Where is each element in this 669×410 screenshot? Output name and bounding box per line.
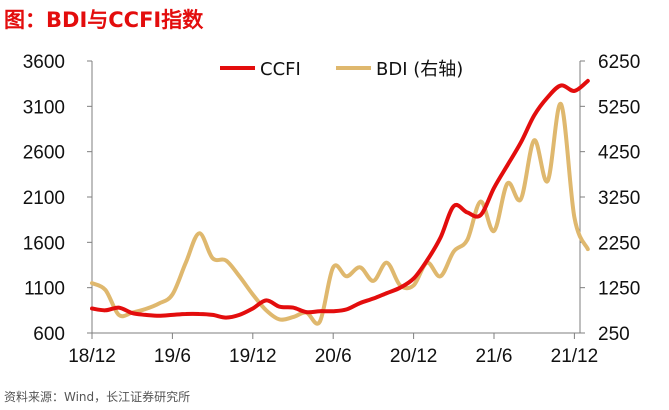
x-tick-label: 18/12: [68, 346, 116, 367]
chart-axes: [91, 61, 581, 334]
x-tick-label: 20/6: [315, 346, 352, 367]
right-tick-label: 5250: [598, 97, 640, 118]
legend-label-ccfi: CCFI: [260, 59, 301, 80]
x-tick-label: 20/12: [390, 346, 438, 367]
right-tick-label: 6250: [598, 52, 640, 73]
x-axis-ticks: 18/12 19/6 19/12 20/6 20/12 21/6 21/12: [68, 333, 598, 367]
right-tick-label: 250: [598, 324, 630, 345]
left-tick-label: 2600: [23, 143, 65, 164]
series-lines: [90, 78, 590, 326]
left-tick-label: 600: [33, 324, 65, 345]
source-note: 资料来源：Wind，长江证券研究所: [4, 390, 191, 404]
bdi-series-line: [90, 102, 590, 326]
ccfi-series-line: [90, 78, 590, 320]
left-tick-label: 3600: [23, 52, 65, 73]
x-tick-label: 19/6: [154, 346, 191, 367]
x-tick-label: 21/12: [551, 346, 599, 367]
right-tick-label: 4250: [598, 143, 640, 164]
left-axis-ticks: 600 1100 1600 2100 2600 3100 3600: [23, 52, 92, 345]
right-tick-label: 2250: [598, 233, 640, 254]
left-tick-label: 1100: [24, 279, 65, 300]
right-tick-label: 1250: [598, 279, 640, 300]
legend-label-bdi: BDI (右轴): [376, 59, 463, 80]
right-tick-label: 3250: [598, 188, 640, 209]
legend: CCFI BDI (右轴): [220, 59, 463, 80]
left-tick-label: 1600: [23, 233, 65, 254]
left-tick-label: 3100: [23, 97, 65, 118]
left-tick-label: 2100: [23, 188, 65, 209]
x-tick-label: 21/6: [476, 346, 513, 367]
right-axis-ticks: 250 1250 2250 3250 4250 5250 6250: [580, 52, 640, 345]
chart-title: 图：BDI与CCFI指数: [4, 8, 204, 32]
x-tick-label: 19/12: [229, 346, 277, 367]
